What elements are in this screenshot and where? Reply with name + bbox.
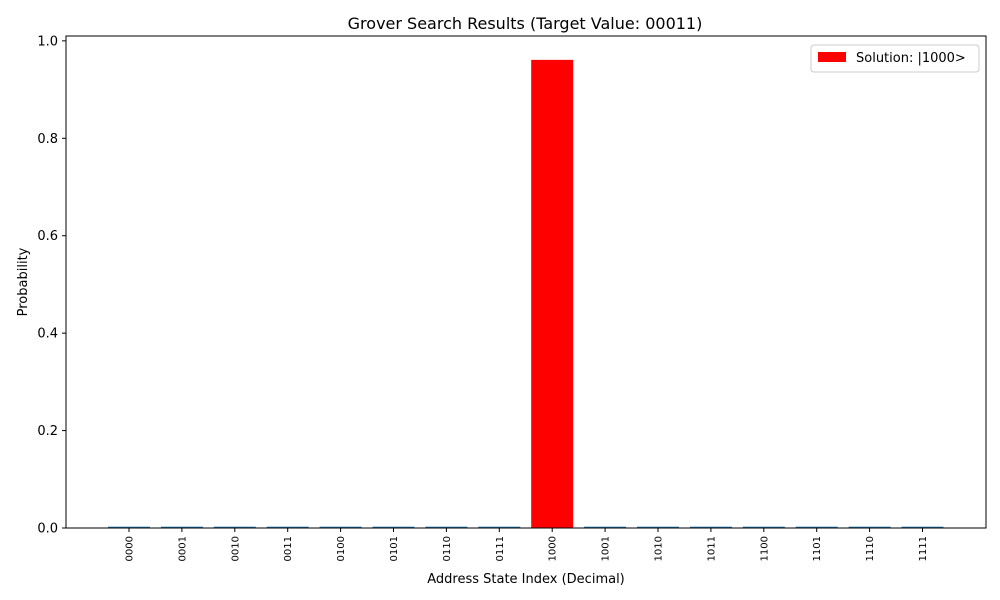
- x-tick-label: 0111: [495, 536, 506, 561]
- bar-1010: [637, 526, 679, 528]
- x-tick-label: 0000: [125, 536, 136, 561]
- x-tick-label: 0110: [442, 536, 453, 561]
- bar-1101: [795, 526, 838, 528]
- x-tick-label: 1010: [654, 536, 665, 561]
- x-tick-label: 1111: [918, 536, 929, 561]
- bar-1111: [901, 526, 944, 528]
- x-tick-label: 1110: [865, 536, 876, 561]
- y-tick-label: 0.4: [37, 327, 58, 342]
- x-tick-label: 1001: [601, 536, 612, 561]
- bar-1001: [584, 526, 627, 528]
- x-tick-label: 1011: [706, 536, 717, 561]
- bar-0111: [478, 526, 521, 528]
- bar-0011: [266, 526, 309, 528]
- x-tick-label: 0010: [230, 536, 241, 561]
- legend[interactable]: Solution: |1000>: [810, 44, 980, 73]
- y-tick-label: 0.2: [37, 424, 58, 439]
- bar-0000: [108, 526, 150, 528]
- x-tick-label: 0101: [389, 536, 400, 561]
- bar-0110: [425, 526, 468, 528]
- bar-1000: [531, 59, 574, 528]
- plot-frame: [65, 35, 987, 529]
- bar-1011: [689, 526, 732, 528]
- bar-1100: [742, 526, 785, 528]
- x-tick-label: 1101: [812, 536, 823, 561]
- y-tick-label: 1.0: [37, 34, 58, 49]
- x-tick-label: 1000: [548, 536, 559, 561]
- x-axis-label: Address State Index (Decimal): [427, 572, 625, 587]
- bar-1110: [848, 526, 891, 528]
- x-tick-label: 0001: [177, 536, 188, 561]
- x-tick-label: 1100: [759, 536, 770, 561]
- bar-0010: [213, 526, 256, 528]
- bar-0101: [372, 526, 415, 528]
- bars-group: [108, 59, 944, 528]
- y-tick-label: 0.0: [37, 522, 58, 537]
- legend-frame: [810, 44, 980, 73]
- legend-swatch: [818, 52, 846, 62]
- y-axis-label: Probability: [16, 247, 31, 316]
- x-tick-label: 0100: [336, 536, 347, 561]
- x-axis: 0000 0001 0010 0011 0100 0101 0110 0111 1000 1001…: [125, 528, 929, 561]
- y-tick-label: 0.6: [37, 229, 58, 244]
- chart-title: Grover Search Results (Target Value: 000…: [348, 14, 703, 33]
- bar-0001: [160, 526, 203, 528]
- y-axis: 0.0 0.2 0.4 0.6 0.8 1.0: [37, 34, 66, 537]
- y-tick-label: 0.8: [37, 132, 58, 147]
- bar-0100: [319, 526, 362, 528]
- legend-label: Solution: |1000>: [856, 51, 966, 66]
- x-tick-label: 0011: [283, 536, 294, 561]
